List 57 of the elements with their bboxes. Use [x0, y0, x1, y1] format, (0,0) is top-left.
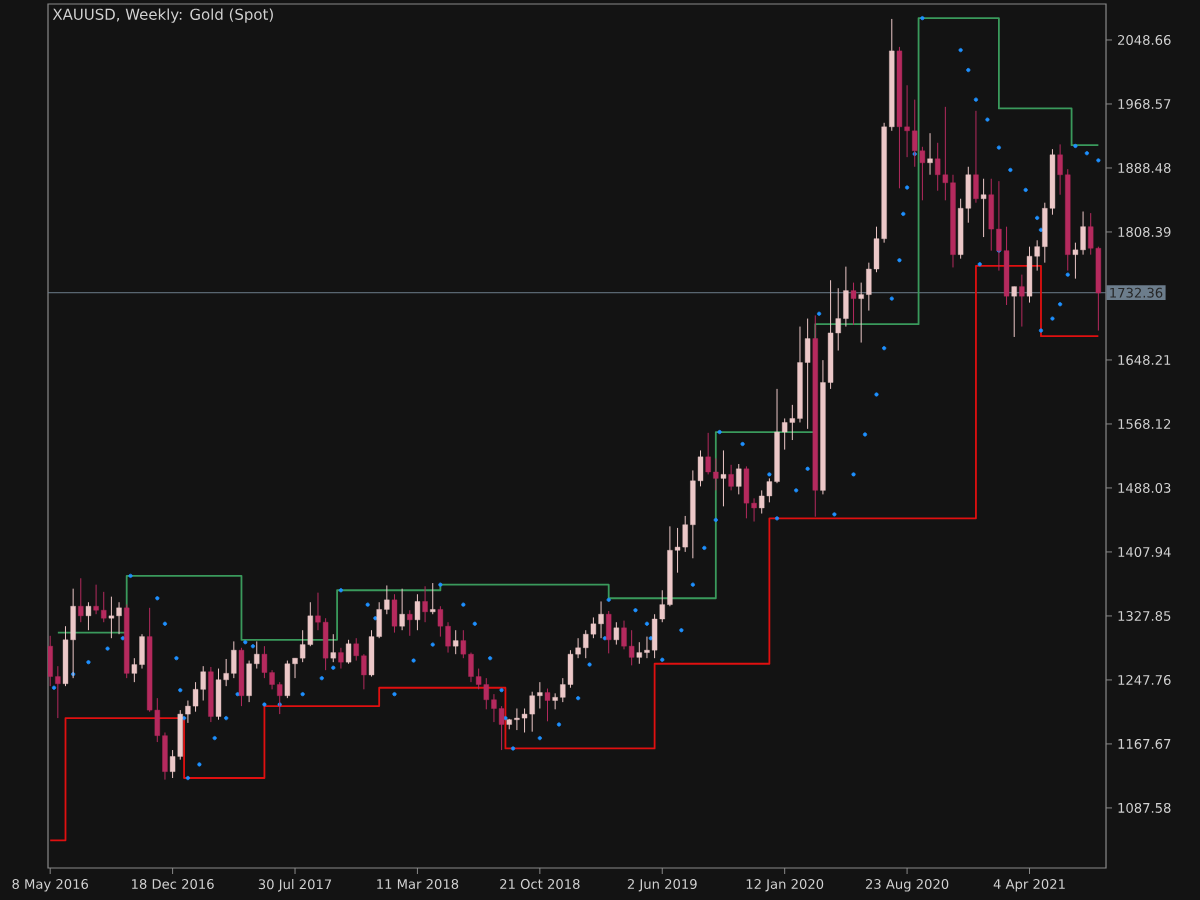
candlestick — [988, 178, 994, 252]
candlestick — [705, 432, 711, 475]
candlestick — [246, 660, 252, 703]
candlestick — [583, 629, 589, 659]
candlestick — [629, 629, 635, 666]
candlestick — [713, 457, 719, 491]
candlestick — [728, 464, 734, 491]
candlestick — [116, 601, 122, 635]
candlestick — [93, 584, 99, 615]
candlestick — [636, 641, 642, 665]
candlestick — [399, 588, 405, 631]
candlestick — [598, 600, 604, 639]
candlestick — [414, 593, 421, 631]
candlestick — [284, 660, 291, 699]
candlestick — [980, 178, 987, 238]
candlestick — [322, 617, 329, 671]
candlestick — [422, 585, 428, 623]
candlestick — [407, 609, 413, 637]
candlestick — [338, 647, 344, 670]
candlestick — [843, 266, 849, 328]
candlestick — [108, 596, 115, 639]
candlestick — [208, 666, 214, 723]
candlestick — [720, 449, 727, 507]
candlestick — [391, 593, 398, 634]
candlestick — [200, 665, 206, 702]
candlestick — [537, 681, 543, 710]
candlestick — [613, 621, 620, 646]
candlestick — [736, 463, 742, 495]
candlestick — [529, 691, 535, 733]
candlestick — [1019, 274, 1025, 328]
candlestick — [1011, 286, 1017, 338]
candlestick — [850, 282, 857, 326]
candlestick — [215, 668, 222, 721]
candlestick — [430, 582, 436, 615]
candlestick — [544, 688, 551, 722]
candlestick — [912, 99, 918, 168]
candlestick — [1026, 246, 1033, 304]
candlestick — [238, 647, 245, 707]
candlestick — [759, 489, 765, 515]
candlestick — [514, 708, 520, 731]
candlestick — [927, 132, 933, 176]
candlestick — [78, 577, 84, 623]
candlestick — [804, 318, 811, 430]
candlestick — [330, 633, 336, 663]
candlestick — [552, 692, 558, 710]
candlestick — [1080, 211, 1086, 256]
candlestick — [345, 639, 352, 665]
candlestick — [483, 677, 489, 710]
candlestick — [453, 629, 459, 655]
candlestick — [101, 591, 107, 623]
candlestick — [935, 142, 941, 192]
candlestick — [231, 640, 237, 679]
candlestick — [743, 465, 750, 519]
candlestick — [973, 110, 979, 204]
candlestick — [139, 633, 145, 670]
candlestick — [85, 601, 92, 631]
candlestick — [621, 620, 627, 650]
